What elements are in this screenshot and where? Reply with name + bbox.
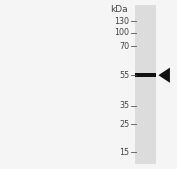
- Bar: [135, 73, 156, 77]
- Text: kDa: kDa: [110, 5, 127, 14]
- Polygon shape: [158, 68, 170, 83]
- Text: 130: 130: [114, 17, 129, 26]
- Text: 25: 25: [119, 120, 129, 129]
- Text: 70: 70: [119, 42, 129, 51]
- Bar: [135, 5, 156, 164]
- Text: 35: 35: [119, 101, 129, 110]
- Text: 100: 100: [114, 28, 129, 38]
- Text: 15: 15: [119, 148, 129, 157]
- Text: 55: 55: [119, 71, 129, 80]
